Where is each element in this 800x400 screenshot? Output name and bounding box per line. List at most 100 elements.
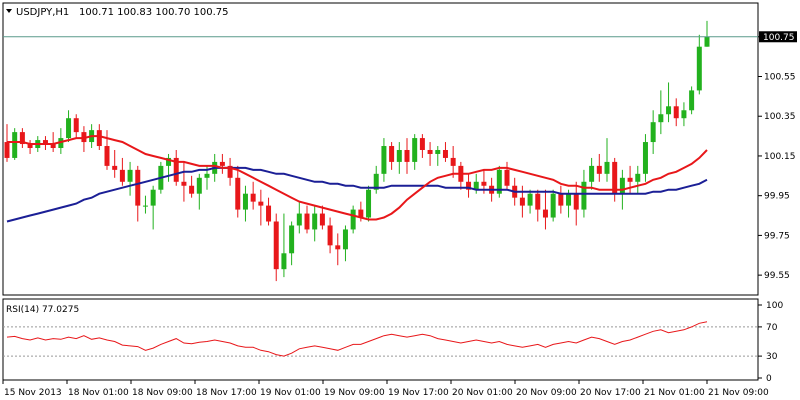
- candle-body: [566, 193, 572, 206]
- last-price-label: 100.75: [763, 33, 795, 43]
- rsi-series: [6, 321, 708, 357]
- time-tick-label: 20 Nov 01:00: [452, 388, 513, 398]
- candle-body: [42, 140, 48, 145]
- last-price-tag: 100.75: [759, 31, 797, 43]
- time-tick-label: 19 Nov 01:00: [260, 388, 321, 398]
- candle-body: [4, 142, 10, 158]
- candle-body: [419, 138, 425, 150]
- candle-body: [173, 157, 179, 182]
- candle-body: [319, 213, 325, 226]
- candle-body: [689, 90, 695, 111]
- candle-body: [389, 146, 395, 162]
- candle-body: [442, 149, 448, 158]
- candle-body: [196, 177, 202, 194]
- candle-body: [504, 169, 510, 186]
- candle-body: [296, 213, 302, 226]
- candle-body: [473, 181, 479, 190]
- candle-body: [681, 110, 687, 119]
- candle-body: [135, 169, 141, 206]
- candle-body: [596, 165, 602, 174]
- price-tick-label: 99.95: [764, 192, 790, 202]
- candle-body: [696, 46, 702, 91]
- rsi-tick-label: 70: [766, 323, 778, 333]
- candle-body: [619, 177, 625, 194]
- candle-body: [219, 161, 225, 166]
- candle-body: [166, 157, 172, 166]
- candle-body: [66, 118, 72, 139]
- candle-body: [181, 181, 187, 186]
- candle-body: [535, 193, 541, 210]
- time-tick-label: 18 Nov 01:00: [68, 388, 129, 398]
- candle-body: [119, 169, 125, 182]
- candle-body: [19, 132, 25, 145]
- candle-body: [73, 118, 79, 133]
- candle-body: [250, 193, 256, 202]
- rsi-panel: [2, 298, 759, 381]
- candle-body: [335, 245, 341, 250]
- rsi-header: RSI(14) 77.0275: [6, 305, 79, 315]
- rsi-tick-label: 30: [766, 352, 778, 362]
- candle-body: [104, 146, 110, 166]
- candle-body: [50, 144, 56, 149]
- time-axis: 15 Nov 2013 18 Nov 01:00 18 Nov 09:00 18 No…: [2, 380, 769, 398]
- candle-body: [450, 157, 456, 166]
- candle-body: [242, 193, 248, 210]
- rsi-tick-label: 100: [766, 301, 783, 311]
- candle-body: [527, 193, 533, 206]
- price-y-axis: 100.55 100.35 100.15 99.95 99.75 99.55: [758, 36, 796, 281]
- candle-body: [704, 36, 710, 47]
- candle-body: [127, 169, 133, 182]
- ohlc-values: 100.71 100.83 100.70 100.75: [79, 7, 229, 18]
- candle-body: [604, 161, 610, 174]
- rsi-y-axis: 100 70 30 0: [3, 301, 783, 384]
- candle-body: [396, 149, 402, 162]
- candle-body: [189, 185, 195, 194]
- dropdown-triangle-icon[interactable]: [6, 9, 12, 13]
- price-tick-label: 100.15: [764, 152, 796, 162]
- candle-body: [150, 189, 156, 206]
- candle-body: [381, 146, 387, 174]
- candle-body: [312, 213, 318, 230]
- candle-body: [342, 229, 348, 250]
- candle-body: [650, 122, 656, 143]
- price-tick-label: 99.75: [764, 231, 790, 241]
- candle-body: [481, 181, 487, 186]
- price-tick-label: 100.35: [764, 112, 796, 122]
- ma-fast-line: [7, 135, 708, 221]
- time-tick-label: 19 Nov 09:00: [324, 388, 385, 398]
- time-tick-label: 20 Nov 17:00: [580, 388, 641, 398]
- candle-body: [435, 149, 441, 154]
- candle-body: [581, 181, 587, 210]
- candle-body: [427, 149, 433, 154]
- candle-body: [635, 173, 641, 182]
- candle-body: [573, 193, 579, 210]
- ma-slow-line: [6, 166, 708, 223]
- candle-body: [258, 201, 264, 206]
- candle-body: [27, 144, 33, 149]
- candle-body: [358, 209, 364, 218]
- time-tick-label: 18 Nov 17:00: [196, 388, 257, 398]
- candle-body: [612, 161, 618, 194]
- candle-body: [519, 197, 525, 206]
- price-panel: [2, 2, 759, 296]
- candle-body: [204, 173, 210, 178]
- time-tick-label: 21 Nov 09:00: [708, 388, 769, 398]
- candle-body: [666, 106, 672, 115]
- candle-body: [96, 130, 102, 147]
- candle-body: [558, 193, 564, 206]
- candle-body: [281, 253, 287, 270]
- candle-body: [112, 165, 118, 170]
- time-tick-label: 20 Nov 09:00: [516, 388, 577, 398]
- candle-body: [627, 177, 633, 182]
- candle-body: [658, 114, 664, 123]
- candle-body: [289, 225, 295, 254]
- candle-body: [142, 205, 148, 207]
- time-tick-label: 21 Nov 01:00: [644, 388, 705, 398]
- candle-body: [642, 142, 648, 174]
- candle-body: [466, 181, 472, 190]
- candle-body: [550, 193, 556, 218]
- candle-body: [673, 106, 679, 119]
- candle-body: [496, 169, 502, 194]
- rsi-tick-label: 0: [766, 374, 772, 384]
